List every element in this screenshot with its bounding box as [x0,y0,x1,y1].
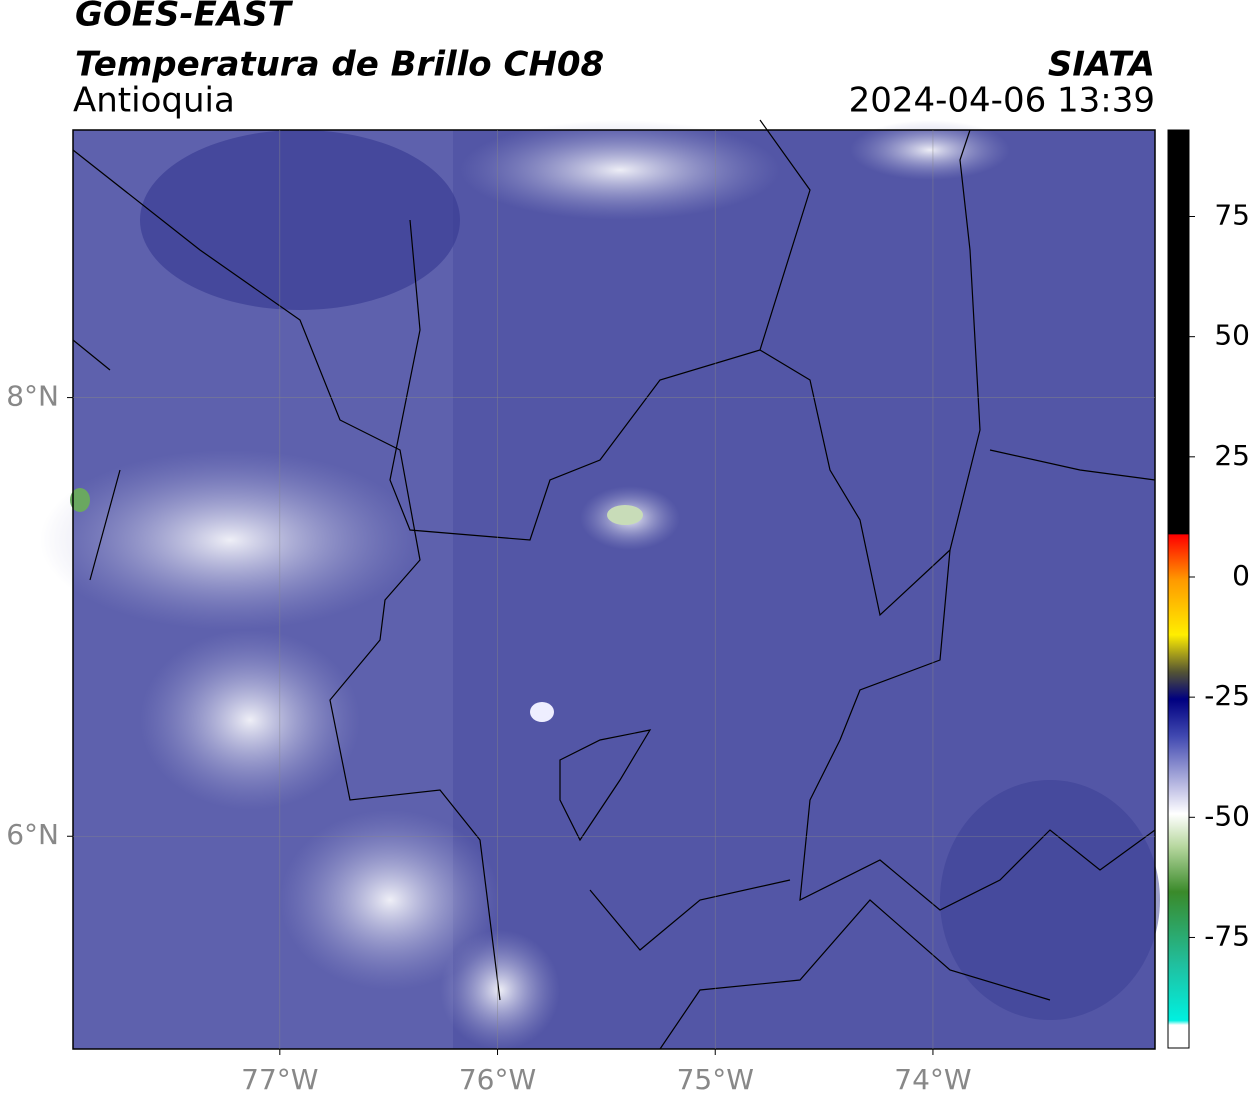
map-image [40,119,1160,1050]
region: Antioquia [73,81,235,121]
colorbar-tick-label: 75 [1214,199,1250,232]
datetime: 2024-04-06 13:39 [849,81,1155,121]
colorbar-tick-label: 0 [1232,559,1250,592]
colorbar-tick-label: 50 [1214,319,1250,352]
colorbar-tick-label: -50 [1204,799,1250,832]
x-tick-label: 75°W [677,1063,754,1096]
y-tick-label: 6°N [6,818,59,851]
map-frame [72,129,1156,1050]
x-tick-label: 77°W [241,1063,318,1096]
subtitle: Temperatura de Brillo CH08 [75,45,604,85]
y-tick-label: 8°N [6,380,59,413]
x-tick-label: 74°W [894,1063,971,1096]
colorbar-tick-label: 25 [1214,439,1250,472]
source: SIATA [1048,45,1155,85]
colorbar-tick-label: -75 [1204,919,1250,952]
x-tick-label: 76°W [459,1063,536,1096]
colorbar [1167,129,1190,1049]
title: GOES-EAST [75,0,294,35]
colorbar-tick-label: -25 [1204,679,1250,712]
